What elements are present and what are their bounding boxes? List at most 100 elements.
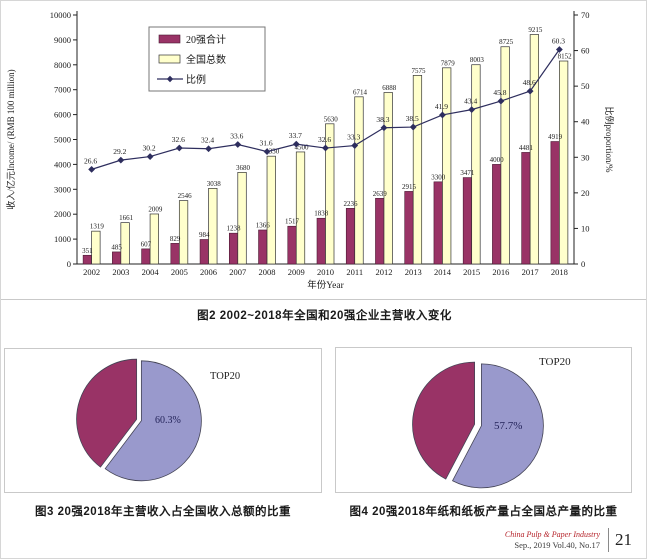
proportion-label: 45.8: [493, 88, 506, 97]
bar-label-top20: 1366: [256, 221, 271, 229]
bar-top20-2002: [82, 254, 92, 265]
y-tick-label-left: 3000: [54, 184, 71, 194]
x-tick-label: 2010: [317, 267, 334, 277]
pie-value-label: 57.7%: [494, 420, 522, 432]
proportion-marker: [409, 123, 417, 131]
x-axis-title: 年份Year: [307, 279, 344, 291]
bar-label-top20: 2236: [343, 200, 358, 208]
bar-national-2008: [266, 155, 276, 265]
y-tick-label-left: 9000: [54, 35, 71, 45]
bar-national-2007: [237, 172, 247, 265]
bar-label-national: 4330: [265, 148, 280, 156]
proportion-label: 43.4: [464, 97, 477, 106]
bar-label-national: 4500: [295, 143, 310, 151]
bar-top20-2016: [492, 164, 502, 265]
bar-label-national: 5630: [324, 115, 339, 123]
bar-national-2010: [325, 123, 335, 265]
y-tick-label-right: 30: [581, 152, 590, 162]
bar-label-national: 1319: [90, 223, 105, 231]
bar-label-top20: 607: [141, 240, 152, 248]
proportion-marker: [439, 111, 446, 119]
proportion-label: 32.6: [318, 135, 331, 144]
proportion-marker: [351, 142, 359, 149]
figure4-pie-canvas: TOP20 57.7%: [412, 356, 571, 489]
x-tick-label: 2003: [112, 267, 129, 277]
x-tick-label: 2018: [551, 267, 568, 277]
bar-label-top20: 1238: [227, 225, 242, 233]
y-tick-label-right: 40: [581, 117, 590, 127]
bar-national-2017: [529, 34, 539, 265]
y-tick-label-left: 10000: [50, 10, 71, 20]
x-tick-label: 2008: [259, 267, 276, 277]
bar-label-top20: 2915: [402, 183, 417, 191]
bar-top20-2005: [170, 243, 180, 265]
proportion-label: 38.3: [376, 115, 389, 124]
y-tick-label-right: 0: [581, 259, 585, 269]
bar-national-2005: [178, 200, 189, 265]
bar-top20-2004: [141, 248, 151, 265]
proportion-label: 30.2: [143, 144, 156, 153]
bar-label-national: 2546: [178, 192, 193, 200]
proportion-marker: [205, 145, 212, 153]
bar-label-top20: 3471: [460, 169, 475, 177]
proportion-marker: [555, 46, 563, 53]
legend-marker-proportion: [166, 75, 174, 83]
bar-label-top20: 1517: [285, 218, 300, 226]
x-tick-label: 2017: [522, 267, 539, 277]
bar-label-top20: 1838: [314, 210, 329, 218]
proportion-label: 48.6: [523, 78, 536, 87]
proportion-label: 33.3: [347, 133, 360, 142]
y-axis-title-right: 比例proportion/%: [604, 107, 615, 173]
bar-label-top20: 829: [170, 235, 181, 243]
bar-national-2014: [442, 67, 452, 265]
proportion-marker: [497, 97, 505, 105]
proportion-marker: [526, 87, 534, 95]
y-tick-label-left: 4000: [54, 159, 71, 169]
y-tick-label-left: 7000: [54, 85, 71, 95]
figure3-pie-canvas: TOP20 60.3%: [76, 358, 240, 482]
legend-label-top20: 20强合计: [186, 33, 226, 46]
bar-national-2015: [471, 64, 481, 265]
pie-slice-rest: [76, 358, 138, 468]
pie-slice-TOP20: [452, 363, 544, 489]
page-number: 21: [615, 530, 632, 549]
legend-label-national: 全国总数: [186, 53, 226, 66]
proportion-label: 29.2: [113, 147, 126, 156]
bar-top20-2015: [462, 177, 472, 265]
bar-top20-2010: [316, 217, 326, 265]
bar-national-2012: [383, 92, 393, 265]
bar-top20-2014: [433, 181, 443, 265]
bar-top20-2013: [404, 191, 414, 265]
y-tick-label-left: 6000: [54, 110, 71, 120]
bar-label-national: 8152: [558, 53, 573, 61]
proportion-marker: [146, 153, 154, 160]
bar-label-top20: 485: [111, 243, 122, 251]
legend-swatch-national: [158, 54, 181, 64]
x-tick-label: 2012: [375, 267, 392, 277]
bar-label-national: 6714: [353, 88, 368, 96]
x-tick-label: 2014: [434, 267, 452, 277]
bar-top20-2011: [345, 208, 356, 265]
y-axis-title-left: 收入/亿元Income/ (RMB 100 million): [5, 69, 16, 209]
x-tick-label: 2004: [142, 267, 160, 277]
figure4-pie-panel: TOP20 57.7%: [335, 347, 632, 493]
bar-national-2002: [91, 230, 101, 265]
bar-national-2011: [354, 96, 364, 265]
bar-label-national: 3680: [236, 164, 251, 172]
bar-label-national: 3038: [207, 180, 222, 188]
x-tick-label: 2009: [288, 267, 305, 277]
journal-issue: Sep., 2019 Vol.40, No.17: [514, 539, 600, 550]
bar-label-national: 7879: [441, 59, 456, 67]
bar-national-2009: [295, 151, 306, 265]
bar-label-national: 7575: [411, 67, 426, 75]
journal-name: China Pulp & Paper Industry: [504, 529, 600, 539]
bar-label-top20: 351: [82, 247, 93, 255]
x-tick-label: 2013: [405, 267, 422, 277]
bar-label-national: 6888: [382, 84, 397, 92]
x-tick-label: 2011: [346, 267, 363, 277]
x-tick-label: 2007: [229, 267, 246, 277]
proportion-marker: [468, 106, 476, 114]
y-tick-label-left: 8000: [54, 60, 71, 70]
bar-top20-2018: [550, 141, 560, 265]
